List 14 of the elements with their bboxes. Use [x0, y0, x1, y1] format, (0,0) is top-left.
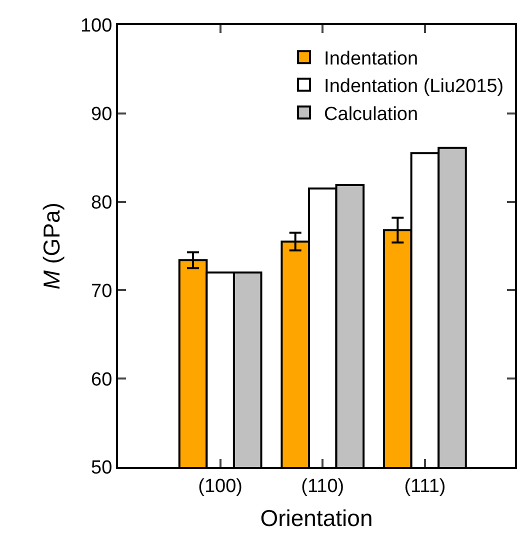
y-tick-label: 50: [91, 458, 112, 479]
y-tick-label: 90: [91, 104, 112, 126]
x-tick-label: (110): [301, 476, 344, 497]
legend-label: Calculation: [324, 104, 418, 125]
y-tick-label: 100: [80, 16, 112, 37]
x-tick-label: (111): [404, 476, 446, 497]
x-axis-title: Orientation: [260, 504, 373, 531]
legend-label: Indentation (Liu2015): [324, 76, 504, 98]
y-axis-title: M (GPa): [38, 202, 64, 290]
y-tick-label: 70: [91, 280, 112, 302]
legend-label: Indentation: [324, 48, 418, 70]
x-tick-label: (100): [198, 476, 242, 497]
y-tick-label: 80: [91, 192, 112, 214]
y-tick-label: 60: [91, 369, 112, 390]
